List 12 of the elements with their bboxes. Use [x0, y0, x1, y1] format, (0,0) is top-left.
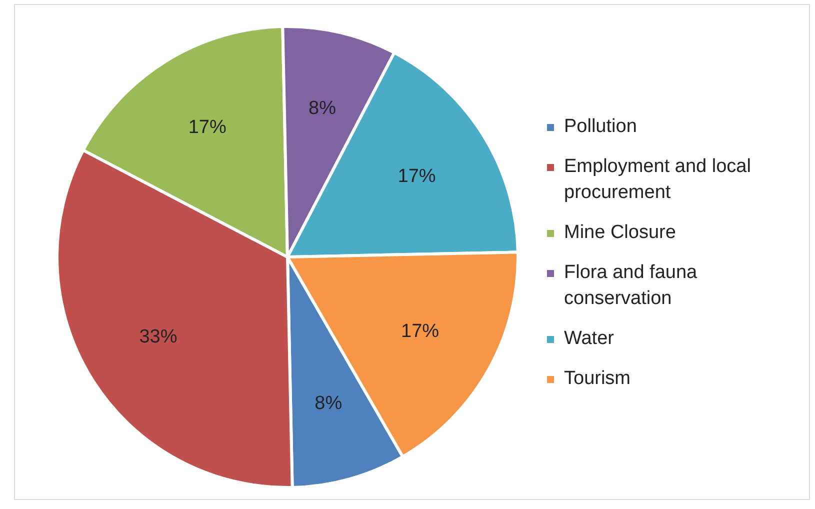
legend-label: Water [564, 327, 614, 351]
legend-label: Tourism [564, 367, 631, 391]
data-label: 33% [139, 326, 178, 348]
data-label: 17% [398, 166, 436, 188]
legend-label: Mine Closure [564, 221, 676, 245]
data-label: 8% [314, 392, 342, 414]
data-label: 17% [401, 320, 440, 342]
legend-label: Flora and fauna conservation [564, 261, 698, 311]
data-label: 17% [188, 116, 226, 138]
data-label: 8% [308, 98, 336, 120]
legend-label: Employment and local procurement [564, 155, 752, 205]
legend-label: Pollution [564, 115, 637, 139]
